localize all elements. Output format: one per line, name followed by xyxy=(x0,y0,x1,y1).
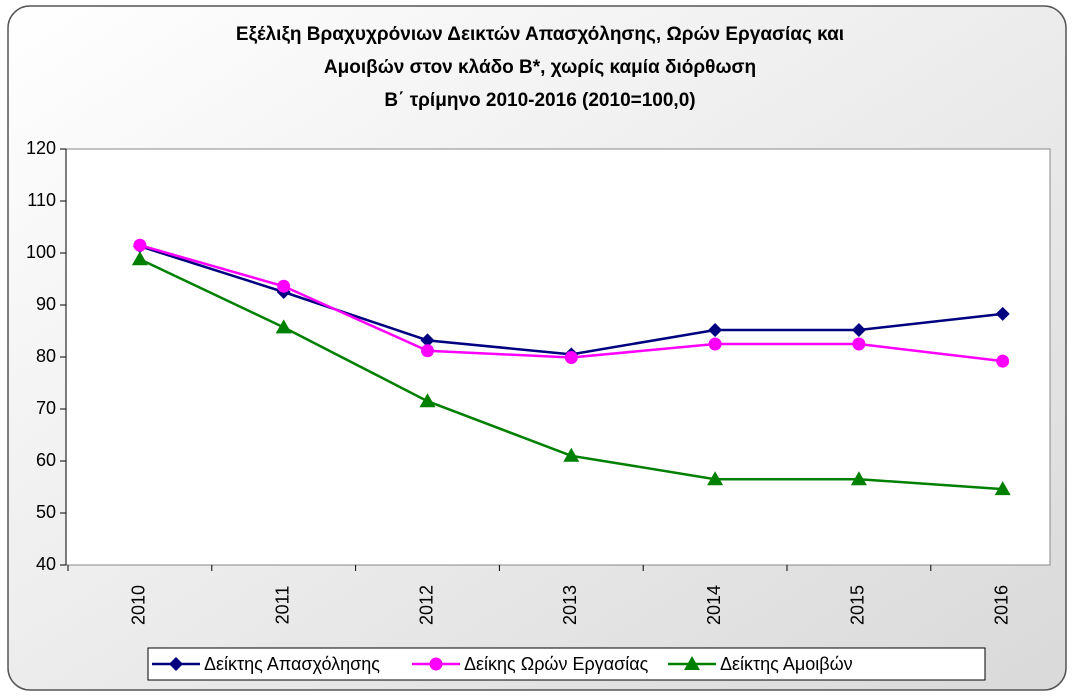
y-tick-label: 60 xyxy=(36,450,56,470)
y-tick-label: 90 xyxy=(36,294,56,314)
x-tick-label: 2013 xyxy=(560,585,580,625)
data-point xyxy=(852,337,866,351)
legend-label: Δείκτης Απασχόλησης xyxy=(204,654,380,674)
data-point xyxy=(708,337,722,351)
y-tick-label: 70 xyxy=(36,398,56,418)
data-point xyxy=(851,322,866,337)
data-point xyxy=(277,279,291,293)
data-point xyxy=(994,481,1011,496)
chart-title: Αμοιβών στον κλάδο Β*, χωρίς καμία διόρθ… xyxy=(324,57,756,78)
data-point xyxy=(564,351,578,365)
data-point xyxy=(419,393,436,408)
data-point xyxy=(707,471,724,486)
legend-marker xyxy=(684,656,700,670)
y-tick-label: 120 xyxy=(26,138,56,158)
legend-label: Δείκης Ωρών Εργασίας xyxy=(464,654,649,674)
data-point xyxy=(133,238,147,252)
data-point xyxy=(850,471,867,486)
data-point xyxy=(421,344,434,358)
chart-title: Β΄ τρίμηνο 2010-2016 (2010=100,0) xyxy=(384,90,695,111)
legend-marker xyxy=(169,657,183,671)
data-point xyxy=(563,447,580,462)
legend xyxy=(147,647,986,681)
x-tick-label: 2011 xyxy=(272,586,292,625)
y-tick-label: 40 xyxy=(36,554,56,574)
chart-title: Εξέλιξη Βραχυχρόνιων Δεικτών Απασχόλησης… xyxy=(236,24,844,45)
y-tick-label: 50 xyxy=(36,502,56,522)
y-tick-label: 100 xyxy=(26,242,56,262)
data-point xyxy=(131,251,148,266)
x-tick-label: 2012 xyxy=(416,585,436,625)
legend-marker xyxy=(429,657,443,671)
data-point xyxy=(995,306,1010,321)
legend-label: Δείκτης Αμοιβών xyxy=(720,654,853,674)
y-tick-label: 80 xyxy=(36,346,56,366)
x-tick-label: 2014 xyxy=(704,585,724,625)
x-tick-label: 2016 xyxy=(991,585,1011,625)
data-point xyxy=(275,319,292,334)
y-tick-label: 110 xyxy=(27,190,56,210)
data-point xyxy=(420,333,435,348)
data-point xyxy=(708,322,723,337)
data-point xyxy=(996,354,1010,368)
x-tick-label: 2010 xyxy=(129,585,149,625)
x-tick-label: 2015 xyxy=(848,585,868,625)
